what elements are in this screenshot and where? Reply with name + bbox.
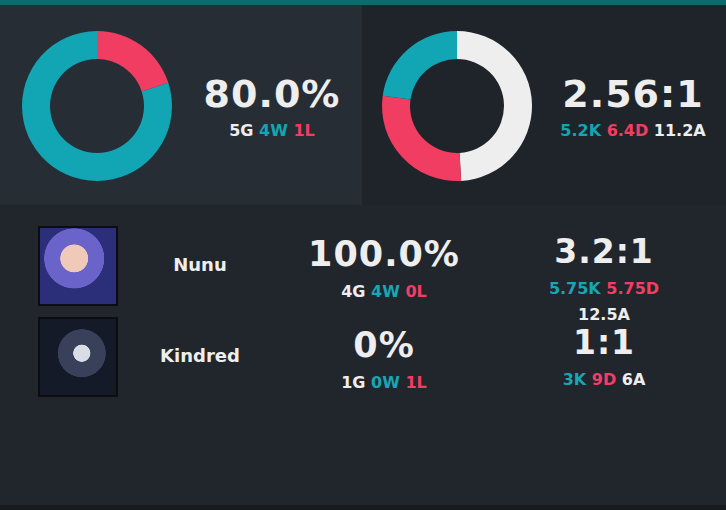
summary-breakdown: 5G 4W 1L (172, 121, 372, 140)
wins-text: 4W (371, 282, 400, 301)
donut (22, 31, 172, 181)
deaths-text: 5.75D (606, 279, 659, 298)
donut-segment (382, 96, 461, 181)
kda-text: 1:1 (573, 323, 635, 362)
donut-segment (457, 31, 532, 181)
kills-text: 5.75K (549, 279, 601, 298)
winrate-text: 100.0% (308, 234, 460, 274)
champion-kda-breakdown: 3K 9D 6A (534, 367, 674, 393)
champion-name: Kindred (140, 345, 260, 366)
wins-text: 0W (371, 373, 400, 392)
summary-text: 2.56:1 (562, 72, 703, 116)
games-label: 5G (229, 121, 253, 140)
losses-text: 1L (405, 373, 426, 392)
summary-value: 80.0% (172, 72, 372, 116)
deaths-text: 9D (592, 370, 616, 389)
value-label: 11.2A (654, 121, 706, 140)
donut-segment (383, 31, 457, 100)
value-label: 4W (259, 121, 288, 140)
champion-icon (38, 317, 118, 397)
champion-icon (38, 226, 118, 306)
donut-segment (22, 31, 172, 181)
winrate-text: 0% (353, 325, 414, 365)
champion-record: 4G 4W 0L (284, 282, 484, 301)
value-label: 1L (293, 121, 314, 140)
champion-kda-breakdown: 5.75K 5.75D 12.5A (534, 276, 674, 328)
donut-segment (97, 31, 168, 91)
champion-record: 1G 0W 1L (284, 373, 484, 392)
value-label: 6.4D (607, 121, 649, 140)
bottom-stripe (0, 505, 726, 510)
champion-kda: 3.2:1 (504, 232, 704, 271)
champion-winrate: 100.0% (284, 234, 484, 274)
champion-winrate: 0% (284, 325, 484, 365)
champion-kda: 1:1 (504, 323, 704, 362)
assists-text: 6A (622, 370, 646, 389)
donut (382, 31, 532, 181)
summary-breakdown: 5.2K 6.4D 11.2A (533, 121, 726, 140)
games-text: 4G (341, 282, 365, 301)
summary-value: 2.56:1 (533, 72, 726, 116)
name-text: Nunu (173, 254, 227, 275)
summary-text: 80.0% (204, 72, 341, 116)
kda-text: 3.2:1 (554, 232, 654, 271)
kills-text: 3K (563, 370, 587, 389)
games-text: 1G (341, 373, 365, 392)
losses-text: 0L (405, 282, 426, 301)
value-label: 5.2K (560, 121, 601, 140)
champion-name: Nunu (140, 254, 260, 275)
name-text: Kindred (160, 345, 240, 366)
assists-text: 12.5A (578, 305, 630, 324)
